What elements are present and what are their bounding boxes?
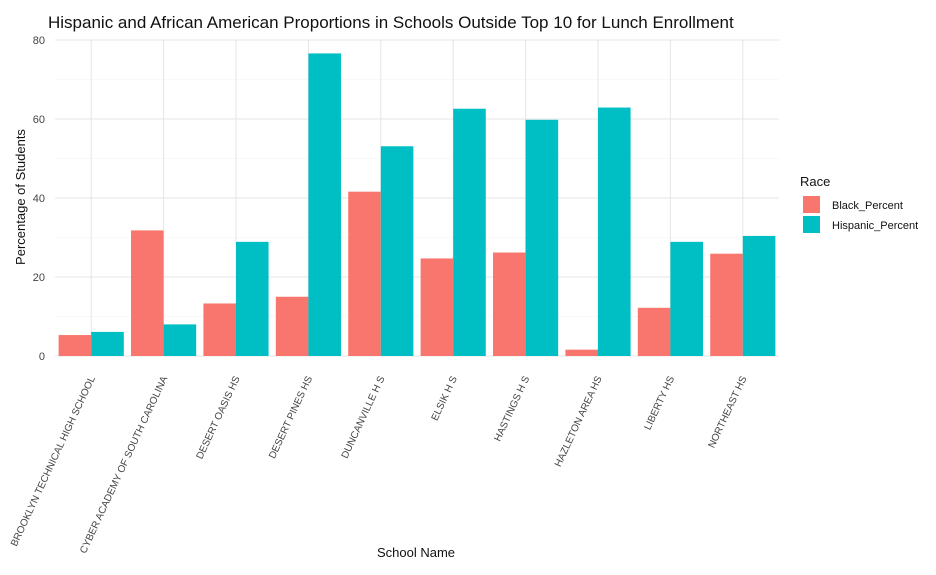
- x-tick-label: BROOKLYN TECHNICAL HIGH SCHOOL: [9, 374, 98, 548]
- y-tick-label: 40: [33, 193, 45, 205]
- x-axis-title: School Name: [377, 545, 455, 560]
- bar-black-percent: [58, 335, 92, 356]
- bar-black-percent: [203, 303, 236, 356]
- bar-hispanic-percent: [670, 241, 703, 356]
- legend-swatch: [803, 216, 820, 233]
- x-tick-label: ELSIK H S: [430, 374, 460, 422]
- legend-label: Hispanic_Percent: [832, 220, 918, 232]
- x-tick-label: NORTHEAST HS: [707, 374, 750, 450]
- bar-hispanic-percent: [91, 331, 124, 356]
- y-tick-label: 80: [33, 35, 45, 47]
- legend-label: Black_Percent: [832, 200, 903, 212]
- bar-black-percent: [275, 296, 309, 356]
- bars: [58, 53, 776, 357]
- y-tick-label: 0: [39, 351, 45, 363]
- x-tick-label: CYBER ACADEMY OF SOUTH CAROLINA: [78, 374, 170, 555]
- x-tick-label: DESERT OASIS HS: [195, 374, 243, 461]
- bar-black-percent: [348, 191, 381, 356]
- bar-black-percent: [565, 349, 598, 356]
- x-tick-label: LIBERTY HS: [643, 374, 678, 432]
- bar-black-percent: [420, 258, 454, 356]
- bar-hispanic-percent: [163, 324, 197, 356]
- x-tick-label: DUNCANVILLE H S: [340, 374, 388, 460]
- legend-swatch: [803, 196, 820, 213]
- bar-black-percent: [131, 230, 164, 356]
- x-tick-label: HAZLETON AREA HS: [553, 374, 605, 468]
- bar-hispanic-percent: [525, 119, 559, 356]
- bar-black-percent: [493, 252, 526, 356]
- chart-title: Hispanic and African American Proportion…: [48, 13, 734, 32]
- y-tick-label: 20: [33, 272, 45, 284]
- bar-hispanic-percent: [453, 108, 486, 356]
- x-tick-label: DESERT PINES HS: [267, 374, 315, 460]
- y-tick-label: 60: [33, 114, 45, 126]
- bar-hispanic-percent: [380, 146, 414, 356]
- bar-black-percent: [637, 307, 671, 356]
- bar-black-percent: [710, 253, 743, 356]
- y-axis-ticks: 0 20 40 60 80: [33, 35, 45, 363]
- bar-hispanic-percent: [236, 241, 269, 356]
- x-tick-label: HASTINGS H S: [493, 374, 533, 443]
- legend: Race Black_Percent Hispanic_Percent: [800, 174, 918, 233]
- bar-hispanic-percent: [308, 53, 341, 357]
- bar-hispanic-percent: [742, 235, 776, 356]
- y-axis-title: Percentage of Students: [13, 129, 28, 265]
- bar-hispanic-percent: [598, 107, 631, 356]
- legend-title: Race: [800, 174, 830, 189]
